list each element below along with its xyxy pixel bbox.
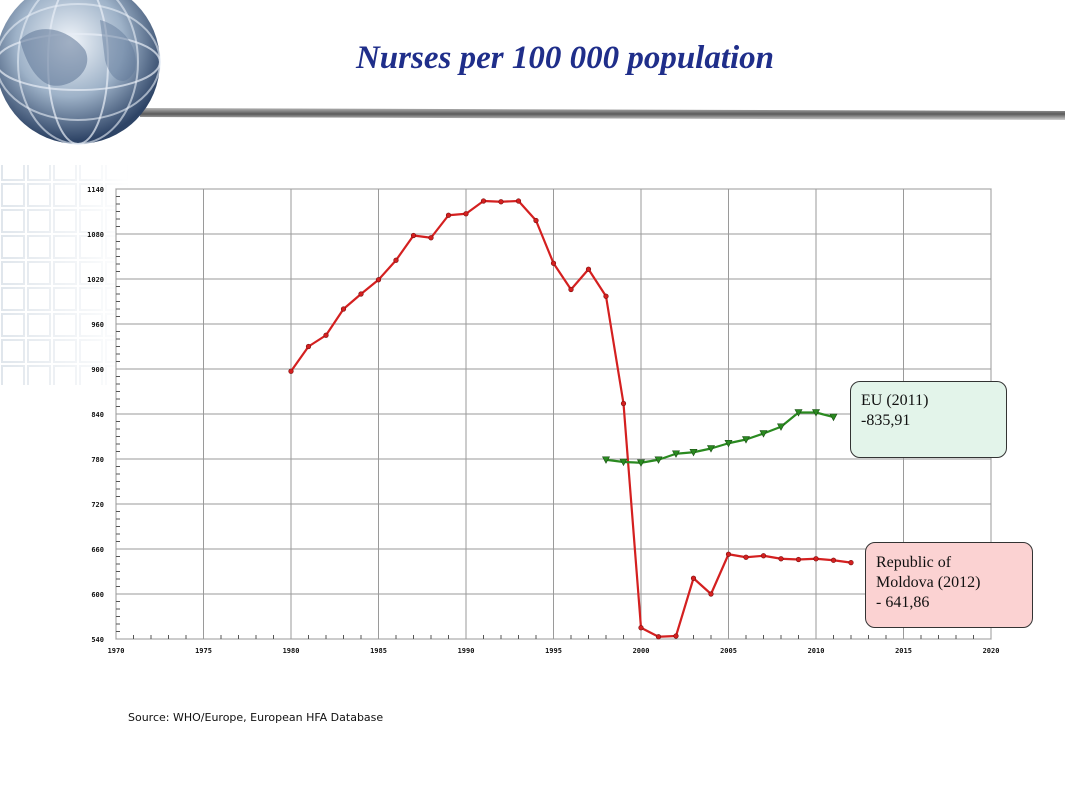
y-tick-label: 540 <box>91 636 104 644</box>
x-tick-label: 1995 <box>545 647 562 655</box>
x-tick-label: 2000 <box>633 647 650 655</box>
data-point <box>708 591 714 597</box>
y-axis-ticks: 540 600 660 720 780 840 900 960 1020 1080 1140 <box>87 186 120 644</box>
x-tick-label: 2020 <box>983 647 1000 655</box>
series-lines <box>288 198 854 640</box>
eu-callout-line2: -835,91 <box>861 412 911 429</box>
data-point <box>830 557 837 563</box>
data-point <box>654 456 663 464</box>
data-point <box>498 199 504 205</box>
data-point <box>463 211 469 217</box>
data-point <box>515 198 522 204</box>
data-point <box>288 368 294 374</box>
moldova-callout-line3: - 641,86 <box>876 594 930 611</box>
data-point <box>568 286 574 293</box>
data-point <box>619 458 628 467</box>
data-point <box>410 232 417 239</box>
y-tick-label: 960 <box>91 321 104 329</box>
eu-callout: EU (2011) -835,91 <box>850 381 1007 458</box>
data-point <box>724 439 733 448</box>
y-tick-label: 900 <box>91 366 104 374</box>
x-tick-label: 2015 <box>895 647 912 655</box>
title-underline-bar <box>140 108 1065 120</box>
data-point <box>585 266 592 272</box>
moldova-callout-line2: Moldova (2012) <box>876 574 981 591</box>
data-point <box>759 430 768 438</box>
data-point <box>393 257 399 263</box>
data-point <box>620 400 627 407</box>
data-point <box>533 217 539 224</box>
data-point <box>778 556 784 562</box>
data-point <box>340 306 347 312</box>
moldova-callout: Republic of Moldova (2012) - 641,86 <box>865 542 1033 628</box>
slide-title: Nurses per 100 000 population <box>355 40 775 76</box>
data-point <box>323 332 329 338</box>
moldova-series <box>288 198 854 640</box>
eu-callout-line1: EU (2011) <box>861 392 929 409</box>
x-tick-label: 2005 <box>720 647 737 655</box>
data-point <box>776 423 786 431</box>
data-point <box>638 625 644 631</box>
data-point <box>601 456 611 464</box>
x-tick-label: 1970 <box>108 647 125 655</box>
data-point <box>550 260 557 266</box>
x-axis-ticks: 1970 1975 1980 1985 1990 1995 2000 2005 2010 2015… <box>108 635 1000 655</box>
data-point <box>375 277 382 283</box>
data-point <box>358 291 364 297</box>
data-point <box>655 634 662 640</box>
x-tick-label: 1980 <box>283 647 300 655</box>
data-point <box>829 413 838 422</box>
x-tick-label: 2010 <box>808 647 825 655</box>
y-tick-label: 1140 <box>87 186 104 194</box>
data-point <box>445 212 452 218</box>
x-tick-label: 1990 <box>458 647 475 655</box>
y-tick-label: 840 <box>91 411 104 419</box>
x-tick-label: 1975 <box>195 647 212 655</box>
source-note: Source: WHO/Europe, European HFA Databas… <box>128 711 384 724</box>
eu-series <box>601 409 838 467</box>
x-tick-label: 1985 <box>370 647 387 655</box>
data-point <box>673 633 679 639</box>
data-point <box>636 459 646 467</box>
y-tick-label: 780 <box>91 456 104 464</box>
y-tick-label: 660 <box>91 546 104 554</box>
data-point <box>813 556 819 562</box>
data-point <box>690 575 697 581</box>
data-point <box>725 551 732 557</box>
data-point <box>741 436 751 444</box>
data-point <box>428 235 434 241</box>
eu-series-line <box>605 411 834 464</box>
y-tick-label: 720 <box>91 501 104 509</box>
data-point <box>743 554 749 560</box>
data-point <box>795 556 802 563</box>
data-point <box>305 343 312 350</box>
data-point <box>689 448 698 457</box>
data-point <box>671 450 681 458</box>
data-point <box>811 409 821 417</box>
y-tick-label: 1020 <box>87 276 104 284</box>
y-tick-label: 600 <box>91 591 104 599</box>
y-tick-label: 1080 <box>87 231 104 239</box>
data-point <box>480 198 487 204</box>
data-point <box>603 293 609 299</box>
data-point <box>794 409 803 417</box>
moldova-callout-line1: Republic of <box>876 554 952 571</box>
data-point <box>760 553 767 559</box>
data-point <box>706 445 716 453</box>
data-point <box>848 560 854 566</box>
globe-logo <box>0 0 161 145</box>
